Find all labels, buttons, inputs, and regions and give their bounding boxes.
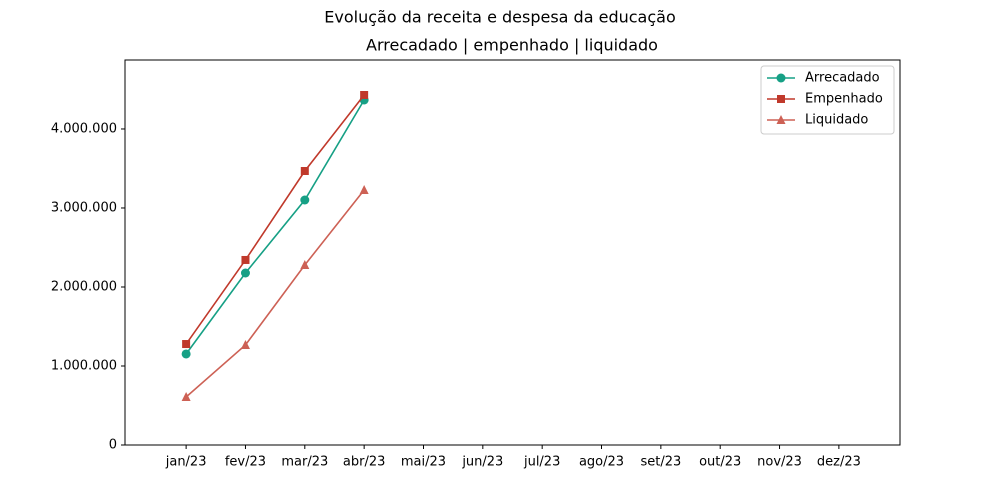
x-tick-label: dez/23 bbox=[817, 455, 861, 470]
x-tick-label: jul/23 bbox=[523, 455, 560, 470]
chart-title: Evolução da receita e despesa da educaçã… bbox=[324, 8, 675, 27]
y-tick-label: 2.000.000 bbox=[51, 279, 117, 294]
marker bbox=[360, 91, 369, 99]
y-tick-label: 4.000.000 bbox=[51, 121, 117, 136]
marker bbox=[240, 268, 250, 278]
x-tick-label: mar/23 bbox=[281, 455, 328, 470]
series-line bbox=[185, 94, 365, 345]
x-tick-label: jun/23 bbox=[461, 455, 503, 470]
marker bbox=[300, 167, 309, 176]
y-tick-label: 1.000.000 bbox=[51, 358, 117, 373]
series-line bbox=[185, 189, 365, 398]
marker bbox=[359, 184, 369, 194]
x-tick-label: jan/23 bbox=[165, 455, 207, 470]
legend-box bbox=[760, 65, 895, 135]
x-tick-label: set/23 bbox=[640, 455, 681, 470]
y-tick-label: 3.000.000 bbox=[51, 200, 117, 215]
marker bbox=[776, 73, 786, 83]
x-tick-label: nov/23 bbox=[757, 455, 802, 470]
plot-frame bbox=[124, 59, 901, 446]
marker bbox=[181, 391, 191, 401]
marker bbox=[241, 255, 250, 264]
marker bbox=[182, 340, 191, 349]
x-tick-label: abr/23 bbox=[343, 455, 386, 470]
marker bbox=[777, 95, 785, 103]
x-tick-label: mai/23 bbox=[401, 455, 446, 470]
x-tick-label: fev/23 bbox=[225, 455, 266, 470]
y-tick-label: 0 bbox=[109, 438, 117, 453]
marker bbox=[240, 339, 250, 349]
x-tick-label: out/23 bbox=[699, 455, 741, 470]
legend-label: Liquidado bbox=[805, 113, 868, 128]
legend-label: Empenhado bbox=[805, 92, 883, 107]
legend-label: Arrecadado bbox=[805, 71, 880, 86]
series-line bbox=[185, 99, 365, 355]
marker bbox=[300, 260, 310, 270]
marker bbox=[300, 195, 310, 205]
marker bbox=[181, 349, 191, 359]
x-tick-label: ago/23 bbox=[579, 455, 624, 470]
chart-subtitle: Arrecadado | empenhado | liquidado bbox=[366, 36, 658, 55]
marker bbox=[776, 115, 786, 124]
